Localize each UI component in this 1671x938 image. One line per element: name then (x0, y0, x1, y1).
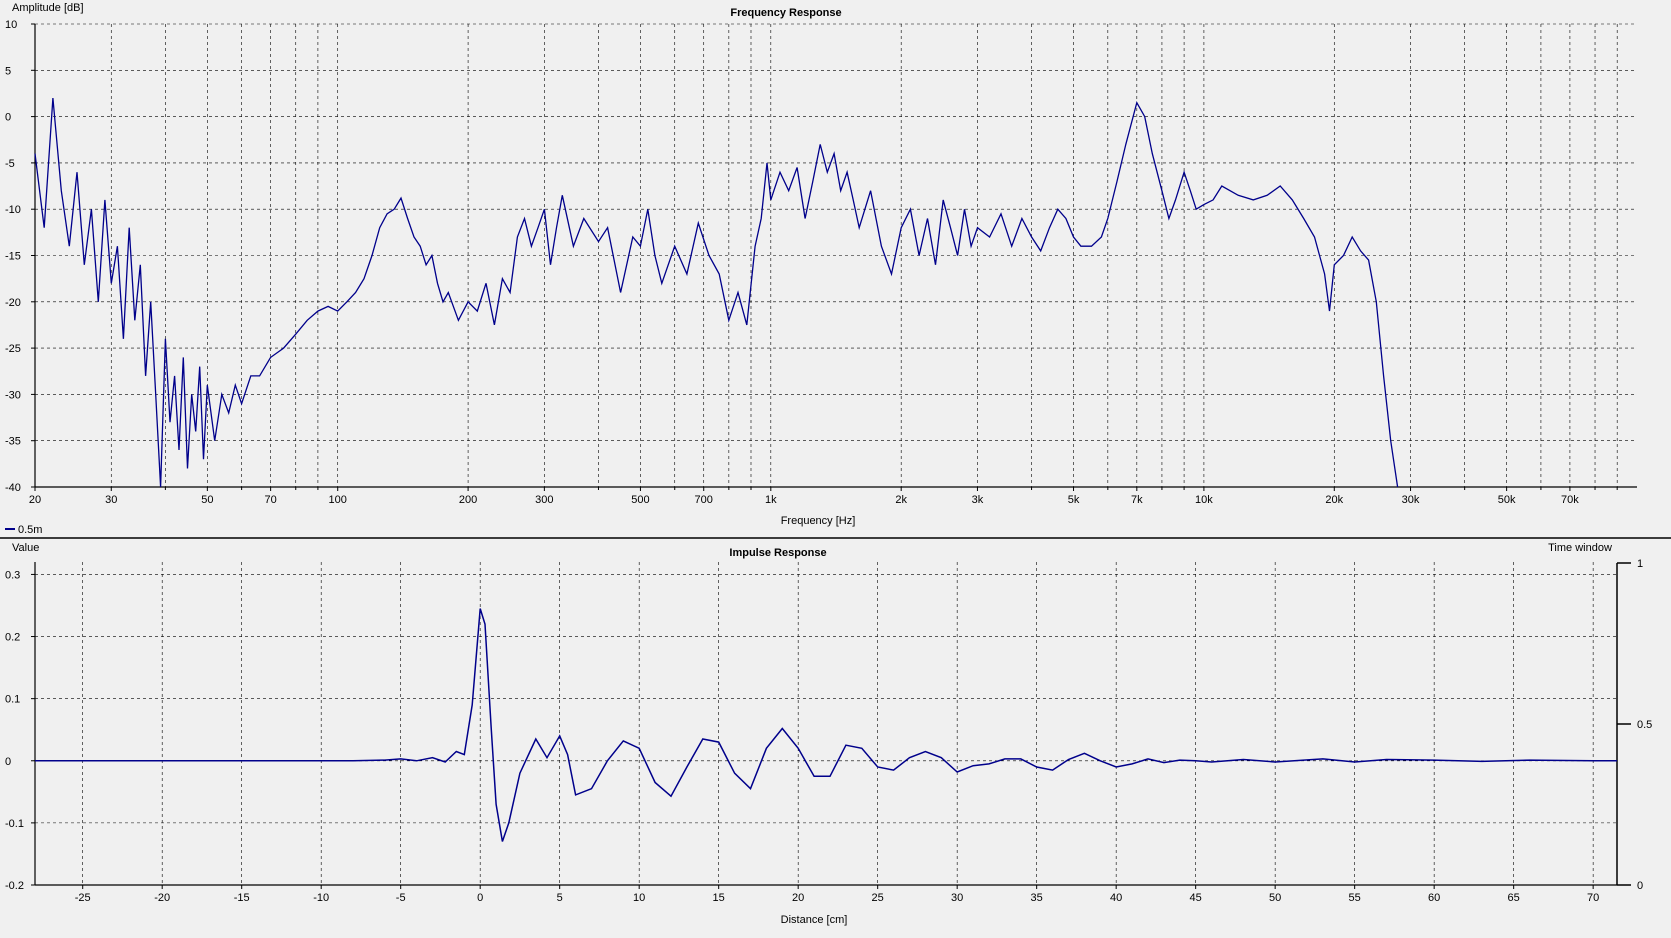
x-tick-label: 70 (265, 494, 277, 506)
y-tick-label: -5 (5, 158, 15, 170)
impulse-response-panel[interactable]: 0.30.20.10-0.1-0.2 -25 -20 -15 -10 -5 0 5 10 15 2… (5, 542, 1652, 926)
x-tick-label: 35 (1031, 892, 1043, 904)
time-window-tick-label: 0.5 (1637, 719, 1652, 731)
x-tick-label: 20 (29, 494, 41, 506)
x-tick-label: -25 (75, 892, 91, 904)
x-tick-label: 300 (535, 494, 553, 506)
time-window-tick-label: 0 (1637, 880, 1643, 892)
x-tick-label: 5 (557, 892, 563, 904)
impulse-response-curve (35, 608, 1617, 842)
time-window-axis-label: Time window (1548, 542, 1612, 554)
x-tick-label: 40 (1110, 892, 1122, 904)
y-tick-label: -10 (5, 204, 21, 216)
amplitude-axis-label: Amplitude [dB] (12, 2, 84, 14)
x-tick-label: 3k (972, 494, 984, 506)
frequency-grid (35, 23, 1637, 487)
x-tick-label: 30 (105, 494, 117, 506)
x-tick-label: 15 (713, 892, 725, 904)
y-tick-label: -35 (5, 436, 21, 448)
impulse-x-tick-labels: -25 -20 -15 -10 -5 0 5 10 15 20 25 30 35 40 45 50 55 60 65… (75, 892, 1600, 904)
x-tick-label: 10 (633, 892, 645, 904)
x-tick-label: 7k (1131, 494, 1143, 506)
x-tick-label: 45 (1190, 892, 1202, 904)
y-tick-label: 0 (5, 112, 11, 124)
x-tick-label: 100 (329, 494, 347, 506)
legend-label: 0.5m (18, 524, 42, 536)
x-tick-label: 55 (1349, 892, 1361, 904)
time-window-axis-ticks[interactable]: 10.50 (1616, 558, 1652, 892)
x-tick-label: -10 (313, 892, 329, 904)
value-axis-label: Value (12, 542, 39, 554)
x-tick-label: 200 (459, 494, 477, 506)
x-tick-label: -15 (234, 892, 250, 904)
legend[interactable]: 0.5m (5, 524, 42, 536)
x-tick-label: 70k (1561, 494, 1579, 506)
y-tick-label: 0.3 (5, 569, 20, 581)
x-tick-label: 5k (1068, 494, 1080, 506)
impulse-axes (31, 562, 1617, 889)
y-tick-label: 0.2 (5, 632, 20, 644)
y-tick-label: 5 (5, 65, 11, 77)
x-tick-label: 0 (477, 892, 483, 904)
y-tick-label: -15 (5, 251, 21, 263)
x-tick-label: 20 (792, 892, 804, 904)
y-tick-label: -40 (5, 482, 21, 494)
y-tick-label: -25 (5, 343, 21, 355)
x-tick-label: 50k (1498, 494, 1516, 506)
y-tick-label: -30 (5, 389, 21, 401)
x-tick-label: 20k (1325, 494, 1343, 506)
x-tick-label: 65 (1508, 892, 1520, 904)
frequency-chart-title: Frequency Response (730, 7, 841, 19)
impulse-y-tick-labels: 0.3 0.2 0.1 0 -0.1 -0.2 (5, 569, 24, 892)
x-tick-label: 30 (951, 892, 963, 904)
x-tick-label: -5 (396, 892, 406, 904)
y-tick-label: 0.1 (5, 694, 20, 706)
x-tick-label: 700 (695, 494, 713, 506)
y-tick-label: 0 (5, 756, 11, 768)
y-tick-label: -0.2 (5, 880, 24, 892)
time-window-tick-label: 1 (1637, 558, 1643, 570)
y-tick-label: -20 (5, 297, 21, 309)
x-tick-label: 30k (1402, 494, 1420, 506)
x-tick-label: 2k (895, 494, 907, 506)
x-tick-label: 500 (631, 494, 649, 506)
x-tick-label: 1k (765, 494, 777, 506)
frequency-axes (31, 23, 1637, 491)
x-tick-label: 50 (1269, 892, 1281, 904)
impulse-chart-title: Impulse Response (729, 547, 826, 559)
frequency-y-tick-labels: 10 5 0 -5 -10 -15 -20 -25 -30 -35 -40 (5, 19, 21, 494)
y-tick-label: -0.1 (5, 818, 24, 830)
x-tick-label: -20 (154, 892, 170, 904)
x-tick-label: 60 (1428, 892, 1440, 904)
x-tick-label: 10k (1195, 494, 1213, 506)
distance-axis-label: Distance [cm] (781, 914, 848, 926)
x-tick-label: 70 (1587, 892, 1599, 904)
frequency-response-curve (34, 98, 1399, 488)
x-tick-label: 50 (201, 494, 213, 506)
y-tick-label: 10 (5, 19, 17, 31)
frequency-x-tick-labels: 20 30 50 70 100 200 300 500 700 1k 2k 3k 5k 7k 10k 20k 3… (29, 494, 1579, 506)
x-tick-label: 25 (872, 892, 884, 904)
frequency-axis-label: Frequency [Hz] (781, 515, 856, 527)
